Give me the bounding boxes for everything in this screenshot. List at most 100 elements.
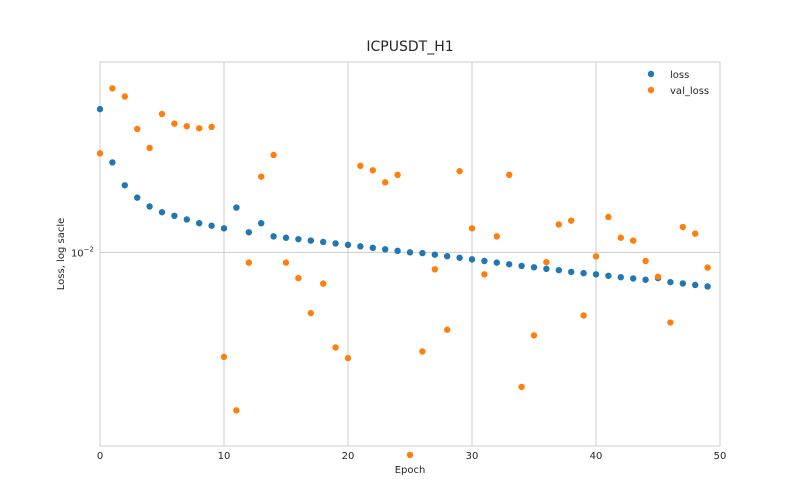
val-loss-point [692, 230, 699, 237]
x-tick-label: 30 [466, 451, 479, 462]
x-tick-label: 20 [342, 451, 355, 462]
y-axis-label: Loss, log sacle [56, 218, 67, 290]
loss-point [270, 233, 277, 240]
val-loss-point [121, 93, 128, 100]
loss-point [320, 238, 327, 246]
y-tick-label: 10−2 [71, 245, 94, 259]
loss-point [233, 204, 240, 211]
loss-point [444, 253, 451, 260]
val-loss-point [419, 348, 426, 355]
val-loss-point [158, 110, 166, 118]
val-loss-point [493, 233, 500, 240]
val-loss-point [109, 85, 116, 92]
loss-point [121, 182, 128, 189]
val-loss-point [518, 383, 525, 391]
loss-point [543, 265, 550, 272]
loss-point [332, 240, 339, 247]
val-loss-point [382, 179, 389, 186]
loss-point [357, 243, 364, 250]
loss-point [109, 159, 116, 166]
val-loss-point [208, 123, 215, 131]
x-tick-label: 40 [590, 451, 603, 462]
val-loss-point [543, 258, 550, 266]
series-val-loss [96, 85, 711, 459]
val-loss-point [630, 237, 637, 244]
x-tick-label: 50 [714, 451, 727, 462]
val-loss-point [134, 125, 141, 133]
val-loss-point [183, 123, 190, 130]
loss-point [394, 247, 401, 255]
loss-point [382, 246, 389, 253]
chart-title: ICPUSDT_H1 [366, 39, 453, 55]
loss-point [245, 229, 252, 236]
loss-point [158, 209, 166, 216]
val-loss-point [406, 451, 414, 459]
val-loss-point [332, 344, 339, 351]
loss-point [96, 105, 104, 113]
loss-point [208, 222, 215, 229]
val-loss-point [220, 353, 228, 361]
legend: loss val_loss [647, 70, 709, 97]
val-loss-point [481, 271, 488, 278]
loss-point [258, 219, 265, 227]
data-points [96, 85, 711, 459]
loss-point [369, 244, 376, 252]
loss-point [146, 203, 153, 210]
loss-point [518, 262, 525, 270]
val-loss-point [270, 151, 277, 159]
val-loss-point [568, 217, 575, 224]
val-loss-point [233, 407, 240, 414]
val-loss-point [394, 171, 401, 179]
val-loss-point [96, 150, 104, 157]
val-loss-point [245, 259, 252, 266]
loss-point [704, 283, 711, 290]
loss-point [667, 278, 674, 286]
loss-point [183, 216, 190, 223]
val-loss-point [196, 125, 203, 132]
val-loss-point [580, 312, 587, 319]
val-loss-point [307, 309, 314, 317]
loss-point [642, 276, 649, 283]
loss-point [171, 212, 178, 219]
y-tick-base: 10 [71, 248, 84, 259]
x-tick-label: 0 [97, 451, 103, 462]
val-loss-point [344, 354, 352, 362]
val-loss-point [667, 319, 674, 326]
val-loss-point [592, 253, 600, 260]
loss-point [431, 251, 438, 258]
legend-label: val_loss [670, 86, 709, 97]
loss-point [344, 241, 352, 249]
val-loss-point [171, 120, 178, 127]
loss-point [630, 275, 637, 282]
val-loss-point [258, 173, 265, 180]
loss-point [580, 269, 587, 277]
loss-point [568, 268, 575, 276]
loss-point [295, 235, 302, 243]
loss-point [592, 271, 600, 278]
legend-label: loss [670, 70, 689, 81]
loss-point [493, 259, 500, 266]
loss-point [692, 281, 699, 289]
val-loss-point [555, 221, 562, 228]
loss-point [617, 274, 624, 281]
val-loss-point [146, 144, 153, 152]
loss-point [555, 266, 562, 274]
loss-point [468, 256, 476, 263]
val-loss-point [704, 264, 711, 271]
val-loss-point [320, 280, 327, 287]
x-axis-label: Epoch [395, 465, 426, 476]
legend-marker [647, 86, 655, 94]
loss-point [419, 249, 426, 257]
loss-point [456, 254, 463, 261]
val-loss-point [369, 167, 376, 174]
loss-point [605, 272, 612, 279]
val-loss-point [654, 273, 662, 280]
val-loss-point [617, 234, 624, 241]
loss-point [282, 234, 290, 241]
loss-point [220, 225, 228, 232]
loss-point [196, 219, 203, 227]
val-loss-point [679, 223, 686, 231]
val-loss-point [642, 257, 649, 265]
x-tick-labels: 0 10 20 30 40 50 [97, 451, 727, 462]
